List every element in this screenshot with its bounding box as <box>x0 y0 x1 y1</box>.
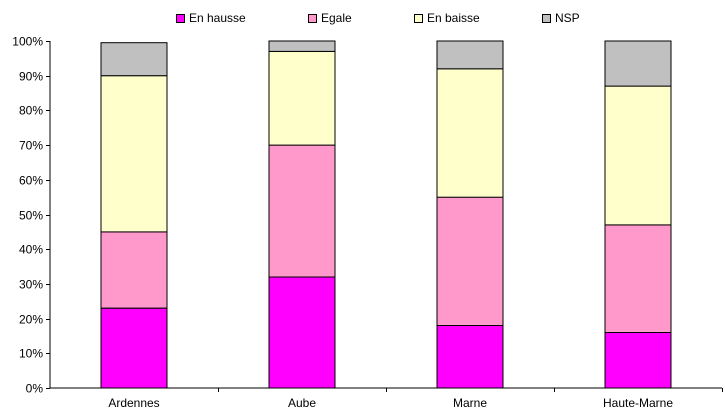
y-tick-label: 80% <box>19 104 43 118</box>
bar-segment <box>268 144 336 278</box>
bar-segment <box>268 276 336 389</box>
legend-swatch-nsp <box>542 13 551 23</box>
bar-segment <box>604 40 672 87</box>
bar-segment <box>604 85 672 226</box>
bar-segment <box>604 224 672 333</box>
bar-segment <box>268 50 336 146</box>
y-tick-label: 30% <box>19 278 43 292</box>
legend-swatch-en-hausse <box>176 13 185 23</box>
legend-swatch-en-baisse <box>414 13 423 23</box>
bar-segment <box>268 40 336 52</box>
legend-swatch-egale <box>308 13 317 23</box>
y-tick-label: 40% <box>19 243 43 257</box>
plot-area: 0% 10% 20% 30% 40% 50% 60% 70% 80% 90% 100% Ardenne… <box>12 35 723 410</box>
bar-segment <box>436 325 504 389</box>
x-tick-label: Aube <box>288 396 316 410</box>
bar-segment <box>100 231 168 309</box>
legend-label-en-hausse: En hausse <box>189 11 246 25</box>
bar-segment <box>436 40 504 70</box>
legend-item-en-baisse: En baisse <box>414 11 480 25</box>
y-tick-label: 50% <box>19 209 43 223</box>
y-tick-label: 100% <box>12 35 43 49</box>
x-tick-label: Ardennes <box>108 396 159 410</box>
bar-segment <box>100 75 168 233</box>
y-tick-label: 60% <box>19 174 43 188</box>
x-tick-label: Haute-Marne <box>603 396 673 410</box>
legend-label-nsp: NSP <box>555 11 580 25</box>
y-tick-label: 70% <box>19 139 43 153</box>
legend-label-egale: Egale <box>321 11 352 25</box>
chart-legend: En hausse Egale En baisse NSP <box>0 11 725 29</box>
bar-segment <box>436 196 504 326</box>
bar-segment <box>100 307 168 389</box>
bar-segment <box>100 42 168 77</box>
legend-item-en-hausse: En hausse <box>176 11 246 25</box>
y-tick-label: 90% <box>19 70 43 84</box>
y-tick-label: 20% <box>19 313 43 327</box>
x-tick-label: Marne <box>453 396 487 410</box>
y-tick-label: 10% <box>19 347 43 361</box>
bar-segment <box>604 332 672 389</box>
legend-item-nsp: NSP <box>542 11 580 25</box>
legend-label-en-baisse: En baisse <box>427 11 480 25</box>
bar-segment <box>436 68 504 198</box>
legend-item-egale: Egale <box>308 11 352 25</box>
y-tick-label: 0% <box>26 382 44 396</box>
